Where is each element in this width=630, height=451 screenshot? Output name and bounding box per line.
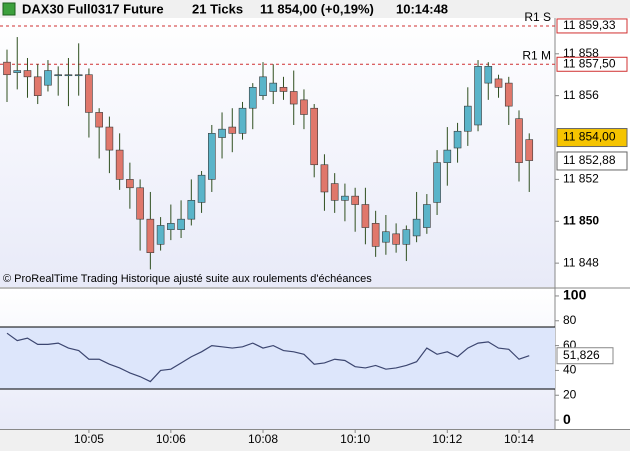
candle-body: [95, 112, 103, 128]
candle-body: [3, 61, 11, 76]
price: 11 854,00 (+0,19%): [260, 1, 374, 16]
x-tick-label: 10:06: [156, 432, 186, 446]
level-box: [556, 18, 628, 34]
candle-body: [228, 126, 237, 134]
instrument: DAX30 Full0317 Future: [22, 1, 164, 16]
y-tick-label: 20: [563, 387, 577, 401]
candle-body: [402, 229, 411, 245]
level-name: R1 S: [524, 10, 551, 24]
candle-body: [54, 74, 63, 77]
price-panel: [0, 18, 555, 287]
candle-body: [146, 218, 155, 253]
candle-body: [64, 74, 73, 77]
y-tick-label: 11 858: [563, 46, 599, 60]
y-tick-label: 11 856: [563, 88, 599, 102]
candle-body: [484, 66, 493, 84]
level-label: 11 859,33: [563, 18, 616, 32]
level-box: [556, 56, 628, 72]
candle-body: [412, 218, 421, 237]
candle-body: [23, 70, 32, 78]
candle-body: [248, 86, 257, 109]
candle-body: [105, 126, 114, 151]
candle-body: [208, 133, 216, 180]
candle-body: [320, 164, 329, 193]
candle-body: [361, 204, 370, 228]
candle-body: [197, 174, 206, 203]
candle-body: [504, 82, 513, 107]
interval: 21 Ticks: [192, 1, 243, 16]
candle-body: [300, 99, 308, 115]
candle-body: [289, 91, 298, 105]
candle-body: [341, 195, 349, 201]
candle-body: [279, 86, 288, 92]
price-marker: [556, 128, 628, 148]
y-tick-label: 40: [563, 363, 577, 377]
candle-body: [238, 107, 247, 134]
candle-body: [33, 76, 42, 96]
candle-body: [515, 118, 523, 163]
candle-body: [13, 70, 22, 73]
level-name: R1 M: [522, 48, 551, 62]
candle-body: [443, 149, 452, 163]
candle-body: [218, 128, 226, 138]
candle-body: [433, 162, 441, 203]
price-marker-label: 11 852,88: [563, 153, 616, 167]
candle-body: [156, 225, 165, 245]
y-tick-label: 11 852: [563, 172, 599, 186]
candle-body: [371, 223, 380, 247]
candle-body: [330, 183, 339, 201]
candle-body: [74, 74, 83, 77]
candle-body: [310, 107, 319, 166]
annotation: © ProRealTime Trading Historique ajusté …: [3, 273, 372, 285]
candle-body: [136, 187, 144, 220]
value-box: [556, 347, 614, 365]
candle-body: [392, 233, 400, 245]
candle-body: [85, 74, 93, 113]
candle-body: [126, 179, 134, 189]
candle-body: [44, 70, 52, 86]
y-tick-label: 80: [563, 313, 577, 327]
candle-body: [187, 200, 196, 220]
candle-body: [494, 78, 503, 88]
y-tick-label: 11 850: [563, 213, 599, 227]
candle-body: [115, 149, 124, 180]
x-tick-label: 10:14: [504, 432, 534, 446]
y-tick-label: 100: [563, 287, 587, 303]
candle-body: [463, 105, 472, 132]
y-tick-label: 11 848: [563, 255, 599, 269]
time: 10:14:48: [396, 1, 448, 16]
oscillator-line: [6, 332, 530, 383]
candle-body: [382, 231, 390, 243]
candle-body: [453, 130, 462, 149]
y-tick-label: 0: [563, 411, 571, 427]
candle-body: [269, 82, 278, 92]
level-label: 11 857,50: [563, 56, 616, 70]
candle-body: [167, 223, 175, 230]
candle-body: [351, 195, 359, 205]
candle-body: [259, 76, 267, 96]
price-marker-label: 11 854,00: [563, 130, 616, 144]
x-tick-label: 10:05: [74, 432, 104, 446]
x-tick-label: 10:08: [248, 432, 278, 446]
candle-body: [423, 204, 431, 228]
x-tick-label: 10:10: [340, 432, 370, 446]
price-marker: [556, 151, 628, 171]
candle-body: [177, 218, 185, 230]
level-band: [0, 326, 555, 390]
icon: [2, 2, 16, 16]
candle-body: [525, 139, 534, 161]
candle-body: [474, 66, 482, 126]
value-label: 51,826: [563, 348, 600, 362]
x-tick-label: 10:12: [432, 432, 462, 446]
